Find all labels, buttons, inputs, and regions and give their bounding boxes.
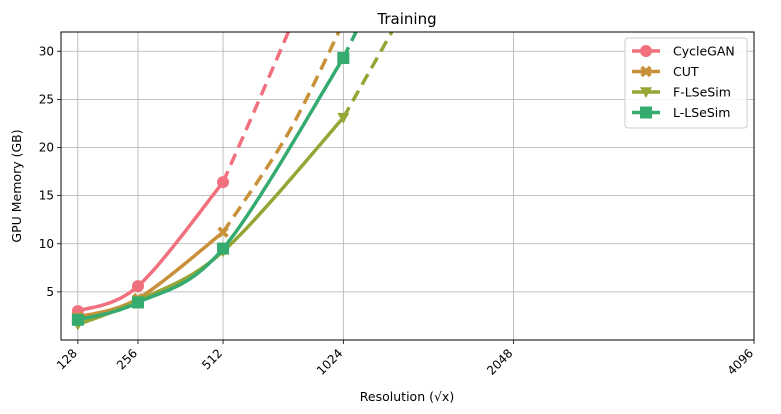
x-tick-label: 4096 (725, 346, 756, 377)
x-tick-label: 512 (199, 346, 225, 372)
y-tick-label: 30 (39, 44, 54, 58)
series-extrapolation-cyclegan (221, 32, 290, 183)
data-point-l-lsesim (71, 313, 84, 326)
legend-marker-f-lsesim (640, 87, 652, 98)
legend-label-l-lsesim: L-LSeSim (673, 105, 730, 120)
chart-title: Training (376, 10, 436, 28)
x-tick-label: 2048 (484, 346, 515, 377)
data-point-l-lsesim (217, 242, 230, 255)
x-axis-ticks: 128 256 512 1024 2048 4096 (54, 340, 756, 378)
x-tick-label: 256 (114, 346, 140, 372)
y-tick-label: 25 (39, 92, 54, 106)
legend-label-cut: CUT (673, 64, 699, 79)
data-point-l-lsesim (132, 296, 144, 309)
y-tick-label: 5 (46, 285, 54, 299)
data-point-l-lsesim (337, 51, 350, 64)
series-extrapolation-cut (221, 32, 341, 234)
data-point-cyclegan (217, 176, 230, 189)
y-tick-label: 15 (39, 189, 54, 203)
data-point-f-lsesim (337, 112, 350, 124)
series-line-l-lsesim (76, 56, 346, 322)
data-point-cyclegan (132, 280, 144, 293)
series-markers (71, 51, 350, 331)
legend-label-f-lsesim: F-LSeSim (673, 85, 731, 100)
legend-marker-cut (640, 65, 652, 78)
legend-label-cyclegan: CycleGAN (673, 44, 735, 59)
x-tick-label: 128 (54, 346, 80, 372)
data-point-cut (217, 226, 229, 238)
x-axis-label: Resolution (√x) (360, 389, 454, 404)
y-axis-label: GPU Memory (GB) (9, 129, 24, 242)
series-line-f-lsesim (76, 115, 346, 327)
legend-box (624, 37, 748, 129)
y-tick-label: 10 (39, 237, 54, 251)
legend-marker-cyclegan (640, 45, 652, 57)
y-tick-label: 20 (39, 141, 54, 155)
legend: CycleGAN CUT F-LSeSim L-LSeSim (624, 37, 748, 129)
plot-frame (60, 31, 755, 341)
series-lines (76, 32, 394, 327)
series-extrapolation-f-lsesim (341, 32, 394, 119)
legend-marker-l-lsesim (640, 106, 652, 119)
y-axis-ticks: 5 10 15 20 25 30 (39, 44, 61, 299)
x-tick-label: 1024 (314, 346, 345, 377)
